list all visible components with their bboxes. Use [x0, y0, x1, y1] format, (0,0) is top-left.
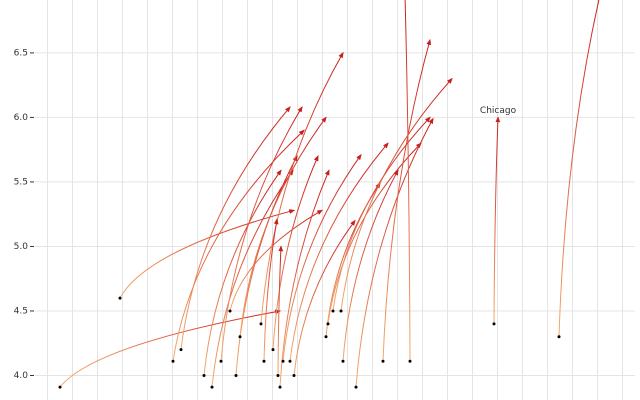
start-point	[557, 335, 561, 339]
start-point	[408, 359, 412, 363]
start-point	[202, 373, 206, 377]
arrow	[263, 218, 279, 362]
start-point	[262, 359, 266, 363]
arrow	[277, 245, 284, 376]
arrow	[235, 155, 298, 376]
arrow	[172, 129, 305, 362]
arrow	[404, 0, 411, 362]
start-point	[278, 385, 282, 389]
arrow	[279, 169, 330, 388]
arrow	[203, 169, 282, 376]
arrow	[239, 116, 327, 337]
arrow	[558, 0, 602, 337]
start-point	[118, 296, 122, 300]
arrow	[325, 182, 381, 337]
arrow	[260, 51, 344, 324]
start-point	[210, 385, 214, 389]
arrow	[220, 106, 303, 362]
arrow	[340, 77, 453, 312]
arrow	[59, 309, 282, 388]
arrow	[289, 142, 389, 362]
y-tick-label: 4.0	[14, 371, 29, 381]
start-point	[179, 348, 183, 352]
arrow	[229, 209, 324, 312]
start-point	[326, 322, 330, 326]
start-point	[219, 359, 223, 363]
start-point	[292, 373, 296, 377]
start-point	[276, 373, 280, 377]
start-point	[271, 348, 275, 352]
start-point	[58, 385, 62, 389]
y-tick-label: 5.5	[14, 177, 28, 187]
arrow	[272, 155, 319, 350]
arrow	[293, 219, 356, 376]
arrow	[332, 116, 431, 312]
start-point	[324, 335, 328, 339]
arrow	[211, 169, 294, 388]
arrow	[327, 142, 422, 324]
y-tick-label: 6.0	[14, 113, 29, 123]
start-point	[259, 322, 263, 326]
arrow	[493, 116, 501, 324]
y-tick-label: 5.0	[14, 242, 29, 252]
arrow	[342, 169, 399, 362]
arrow-label: Chicago	[480, 106, 517, 116]
start-point	[228, 309, 232, 313]
start-point	[234, 373, 238, 377]
start-point	[171, 359, 175, 363]
arrow	[382, 38, 432, 362]
arrow	[282, 153, 362, 362]
start-point	[238, 335, 242, 339]
start-point	[331, 309, 335, 313]
start-point	[354, 385, 358, 389]
start-point	[288, 359, 292, 363]
start-point	[281, 359, 285, 363]
start-point	[381, 359, 385, 363]
arrow	[355, 117, 434, 388]
arrow	[180, 106, 291, 350]
start-point	[492, 322, 496, 326]
start-point	[339, 309, 343, 313]
start-point	[341, 359, 345, 363]
y-tick-label: 4.5	[14, 306, 28, 316]
y-tick-label: 6.5	[14, 48, 28, 58]
arrow	[119, 209, 296, 299]
